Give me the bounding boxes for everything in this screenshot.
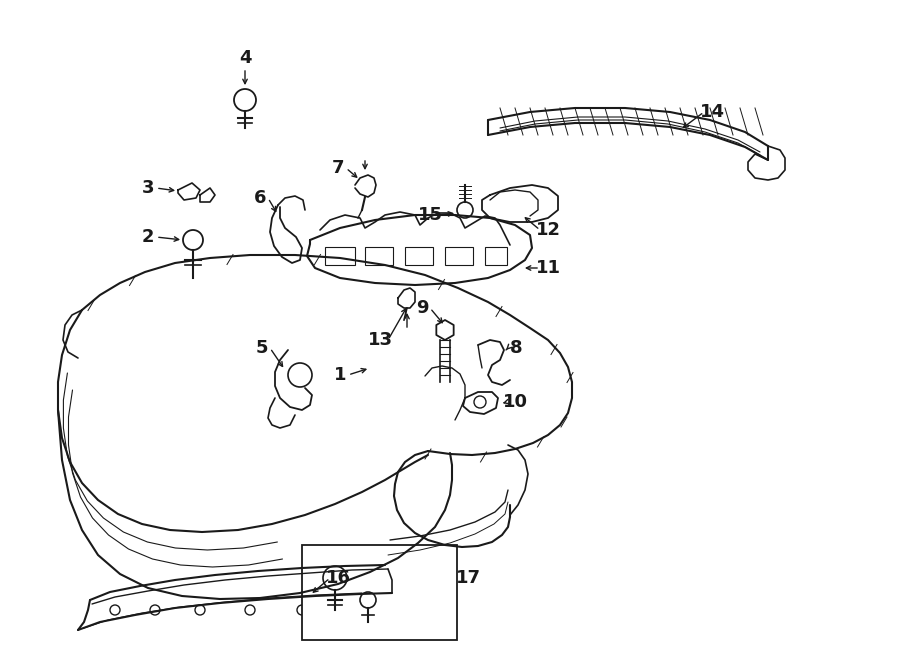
Bar <box>365 247 393 265</box>
Text: 6: 6 <box>254 189 266 207</box>
Text: 10: 10 <box>502 393 527 411</box>
Text: 16: 16 <box>326 569 350 587</box>
Text: 14: 14 <box>699 103 725 121</box>
Bar <box>445 247 473 265</box>
Text: 13: 13 <box>367 331 392 349</box>
Text: 17: 17 <box>455 569 481 587</box>
Text: 15: 15 <box>418 206 443 224</box>
Bar <box>485 247 507 265</box>
Text: 8: 8 <box>509 339 522 357</box>
Bar <box>302 545 457 640</box>
Text: 9: 9 <box>416 299 428 317</box>
Text: 12: 12 <box>536 221 561 239</box>
Text: 1: 1 <box>334 366 346 384</box>
Text: 5: 5 <box>256 339 268 357</box>
Text: 7: 7 <box>332 159 344 177</box>
Text: 3: 3 <box>142 179 154 197</box>
Bar <box>405 247 433 265</box>
Text: 2: 2 <box>142 228 154 246</box>
Bar <box>325 247 355 265</box>
Text: 4: 4 <box>238 49 251 67</box>
Text: 11: 11 <box>536 259 561 277</box>
